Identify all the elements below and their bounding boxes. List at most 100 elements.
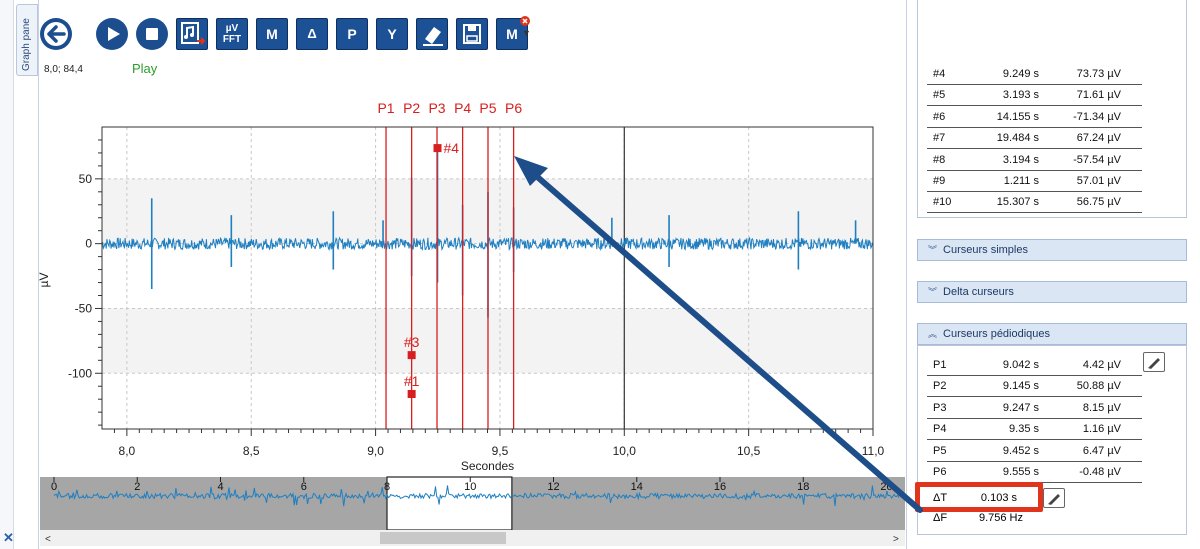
peak-value: 56.75 µV bbox=[1076, 196, 1121, 209]
fft-button[interactable]: µV FFT bbox=[216, 18, 248, 50]
play-status: Play bbox=[132, 61, 158, 76]
chevron-down-icon: ︾ bbox=[928, 287, 938, 297]
cursor-label-p3: P3 bbox=[428, 100, 445, 116]
periodic-cursors[interactable]: P1 P2 P3 P4 P5 P6 bbox=[377, 100, 522, 429]
periodic-cursor-row: P1 9.042 s 4.42 µV bbox=[927, 355, 1142, 376]
periodic-cursor-value: -0.48 µV bbox=[1079, 466, 1121, 478]
main-frame bbox=[38, 0, 906, 549]
overview-tick-label: 18 bbox=[797, 481, 809, 493]
section-simple-cursors[interactable]: ︾ Curseurs simples bbox=[917, 239, 1187, 261]
x-tick-label: 8,0 bbox=[119, 444, 136, 458]
edit-delta-button[interactable] bbox=[1043, 488, 1065, 508]
peaks-table-box bbox=[917, 0, 1187, 218]
stop-button[interactable] bbox=[136, 18, 168, 50]
periodic-cursor-row: P6 9.555 s -0.48 µV bbox=[927, 462, 1142, 483]
peak-id: #4 bbox=[933, 68, 946, 80]
right-panel: #4 9.249 s 73.73 µV #5 3.193 s 71.61 µV #6 14.1… bbox=[906, 0, 1200, 549]
periodic-cursor-id: P5 bbox=[933, 444, 947, 457]
y-scale-button[interactable]: Y bbox=[376, 18, 408, 50]
graph-pane-tab[interactable]: Graph pane bbox=[16, 4, 38, 76]
periodic-cursor-time: 9.555 s bbox=[1002, 466, 1039, 478]
peak-marker bbox=[407, 390, 416, 399]
periodic-button-label: P bbox=[347, 26, 357, 42]
peak-value: -71.34 µV bbox=[1073, 110, 1121, 123]
export-button[interactable] bbox=[176, 18, 208, 50]
peak-id: #6 bbox=[933, 110, 946, 123]
peak-time: 15.307 s bbox=[996, 196, 1039, 209]
overview-window bbox=[386, 476, 513, 531]
scroll-left-icon: < bbox=[45, 534, 51, 545]
overview-tick-label: 8 bbox=[384, 481, 390, 493]
delta-button[interactable]: Δ bbox=[296, 18, 328, 50]
overview-strip[interactable]: 0 2 4 6 8 10 12 14 16 18 20 bbox=[40, 476, 905, 531]
pencil-icon bbox=[1148, 358, 1160, 369]
periodic-cursor-time: 9.247 s bbox=[1002, 401, 1039, 414]
peak-value: 73.73 µV bbox=[1076, 68, 1121, 80]
peak-value: 71.61 µV bbox=[1076, 89, 1121, 102]
peak-time: 14.155 s bbox=[996, 110, 1039, 123]
periodic-cursor-time: 9.145 s bbox=[1002, 380, 1039, 393]
y-scale-button-label: Y bbox=[387, 26, 397, 42]
peak-marker-label: #4 bbox=[444, 140, 460, 156]
eraser-button[interactable] bbox=[416, 18, 448, 50]
peak-marker bbox=[433, 144, 442, 153]
periodic-button[interactable]: P bbox=[336, 18, 368, 50]
back-button[interactable] bbox=[40, 18, 72, 50]
peak-time: 3.193 s bbox=[1002, 89, 1039, 102]
delta-f-value: 9.756 Hz bbox=[978, 512, 1023, 524]
save-button[interactable] bbox=[456, 18, 488, 50]
overview-tick-label: 6 bbox=[301, 481, 307, 493]
chevron-down-icon: ︾ bbox=[928, 245, 938, 255]
section-periodic-cursors-label: Curseurs pédiodiques bbox=[943, 328, 1051, 340]
horizontal-scrollbar[interactable]: < > bbox=[40, 530, 905, 546]
periodic-cursor-row: P5 9.452 s 6.47 µV bbox=[927, 441, 1142, 462]
peak-row: #10 15.307 s 56.75 µV bbox=[927, 192, 1142, 214]
signal-chart[interactable]: P1 P2 P3 P4 P5 P6 #4#3#1 8,0 8,5 9,0 9,5 10,0 10,5… bbox=[0, 0, 906, 549]
play-button[interactable] bbox=[96, 18, 128, 50]
marker-button[interactable]: M bbox=[256, 18, 288, 50]
y-tick-label: -50 bbox=[75, 301, 93, 315]
marker-remove-button-label: M bbox=[506, 26, 518, 42]
overview-tick-label: 12 bbox=[547, 481, 559, 493]
peak-row: #6 14.155 s -71.34 µV bbox=[927, 107, 1142, 128]
peak-value: 67.24 µV bbox=[1076, 132, 1121, 145]
chevron-up-icon: ︽ bbox=[928, 329, 938, 339]
overview-tick-label: 14 bbox=[631, 481, 643, 493]
x-tick-label: 10,0 bbox=[613, 444, 637, 458]
cursor-label-p5: P5 bbox=[479, 100, 496, 116]
section-delta-cursors[interactable]: ︾ Delta curseurs bbox=[917, 281, 1187, 303]
peak-value: -57.54 µV bbox=[1073, 153, 1121, 166]
cursor-coordinates: 8,0; 84,4 bbox=[44, 64, 83, 75]
section-periodic-cursors[interactable]: ︽ Curseurs pédiodiques bbox=[917, 323, 1187, 345]
peak-id: #10 bbox=[933, 196, 952, 209]
peak-id: #8 bbox=[933, 153, 946, 166]
periodic-cursor-value: 1.16 µV bbox=[1082, 423, 1121, 436]
y-tick-label: 0 bbox=[85, 237, 92, 251]
marker-button-label: M bbox=[266, 26, 278, 42]
periodic-cursor-id: P4 bbox=[933, 423, 947, 436]
periodic-cursor-id: P6 bbox=[933, 466, 947, 478]
cursor-label-p1: P1 bbox=[377, 100, 394, 116]
edit-periodic-button[interactable] bbox=[1143, 352, 1165, 372]
x-tick-label: 9,5 bbox=[492, 444, 509, 458]
peak-id: #7 bbox=[933, 132, 946, 145]
remove-icon bbox=[520, 16, 530, 26]
overview-tick-label: 10 bbox=[464, 481, 476, 493]
peak-row: #5 3.193 s 71.61 µV bbox=[927, 85, 1142, 107]
peak-markers: #4 #3 #1 bbox=[404, 140, 460, 399]
periodic-cursor-id: P1 bbox=[933, 359, 947, 371]
peak-id: #5 bbox=[933, 89, 946, 102]
eraser-icon bbox=[423, 27, 443, 46]
periodic-cursor-id: P3 bbox=[933, 401, 947, 414]
close-icon[interactable]: ✕ bbox=[3, 530, 14, 545]
play-icon bbox=[108, 27, 120, 41]
x-tick-label: 10,5 bbox=[737, 444, 761, 458]
periodic-cursor-row: P2 9.145 s 50.88 µV bbox=[927, 376, 1142, 398]
peak-row: #4 9.249 s 73.73 µV bbox=[927, 64, 1142, 85]
toolbar-dropdown-icon[interactable]: ▼ bbox=[522, 28, 531, 38]
peak-time: 1.211 s bbox=[1003, 175, 1039, 187]
periodic-cursor-row: P3 9.247 s 8.15 µV bbox=[927, 398, 1142, 419]
peak-value: 57.01 µV bbox=[1076, 175, 1121, 187]
save-icon bbox=[463, 24, 481, 44]
marker-remove-button[interactable]: M bbox=[496, 16, 530, 50]
